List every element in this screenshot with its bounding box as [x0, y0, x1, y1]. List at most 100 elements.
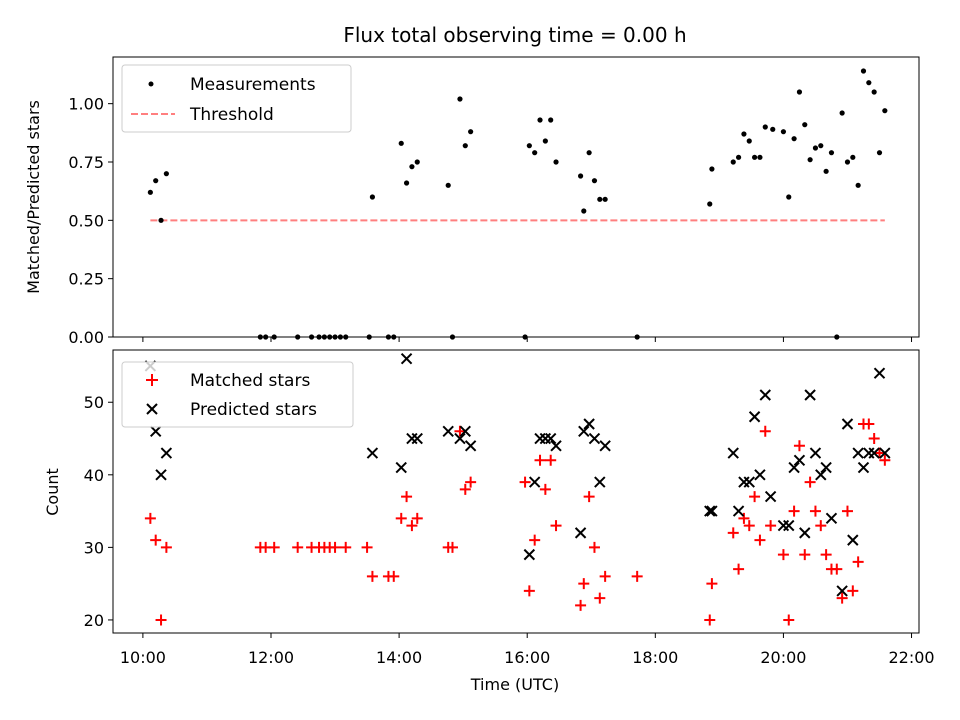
predicted-star-point: [523, 548, 536, 561]
matched-star-point: [815, 520, 827, 532]
legend-matched-marker: [146, 374, 158, 386]
matched-star-point: [366, 570, 378, 582]
matched-star-point: [727, 527, 739, 539]
matched-star-point: [465, 476, 477, 488]
measurement-point: [532, 150, 538, 156]
measurement-point: [866, 80, 872, 86]
matched-star-point: [578, 578, 590, 590]
measurement-point: [876, 150, 883, 156]
matched-star-point: [523, 585, 535, 597]
predicted-star-point: [868, 447, 880, 459]
bottom-plot-frame: [112, 349, 920, 634]
measurement-point: [468, 129, 474, 135]
matched-star-point: [588, 541, 600, 553]
bottom-y-tick-label: 20: [84, 611, 104, 630]
predicted-star-point: [820, 461, 832, 474]
predicted-star-point: [847, 534, 859, 546]
x-tick-label: 20:00: [760, 648, 806, 667]
measurement-point: [462, 143, 468, 149]
matched-star-point: [446, 541, 458, 553]
matched-star-point: [529, 534, 541, 546]
predicted-star-point: [863, 447, 875, 459]
matched-star-point: [329, 541, 341, 553]
measurement-point: [828, 150, 835, 156]
matched-star-point: [738, 512, 750, 524]
measurement-point: [812, 145, 819, 151]
matched-star-point: [155, 614, 167, 626]
predicted-star-point: [788, 461, 800, 474]
predicted-star-point: [395, 461, 407, 474]
legend-measurements-marker: [148, 81, 154, 87]
matched-star-point: [388, 570, 400, 582]
bottom-legend: Matched stars Predicted stars: [121, 361, 354, 428]
x-tick-label: 22:00: [888, 648, 934, 667]
x-tick-label: 10:00: [120, 648, 166, 667]
predicted-star-point: [149, 425, 162, 437]
matched-star-point: [706, 578, 718, 590]
matched-star-point: [836, 592, 848, 604]
top-y-tick-label: 0.00: [68, 328, 104, 347]
measurement-point: [780, 129, 787, 135]
predicted-star-point: [836, 585, 848, 597]
legend-threshold-label: Threshold: [189, 105, 274, 125]
top-legend-box: [121, 64, 352, 133]
chart-title: Flux total observing time = 0.00 h: [343, 23, 686, 47]
predicted-star-point: [459, 425, 471, 437]
measurement-point: [818, 143, 824, 149]
predicted-star-point: [454, 432, 466, 445]
matched-star-point: [361, 541, 373, 553]
measurement-point: [735, 154, 742, 160]
predicted-star-point: [366, 447, 379, 459]
measurement-point: [786, 194, 792, 200]
x-tick-label: 16:00: [504, 648, 550, 667]
predicted-star-point: [583, 418, 595, 430]
legend-matched-label: Matched stars: [190, 371, 310, 391]
measurement-point: [762, 124, 768, 130]
measurement-point: [369, 194, 376, 200]
measurement-point: [537, 117, 543, 123]
predicted-star-point: [704, 505, 716, 517]
measurement-point: [730, 159, 736, 165]
predicted-star-point: [588, 432, 601, 445]
matched-star-point: [863, 418, 875, 430]
measurement-point: [709, 166, 715, 172]
bottom-y-axis-label: Count: [43, 468, 62, 516]
measurement-point: [457, 96, 463, 102]
matched-star-point: [754, 534, 766, 546]
matched-star-point: [799, 549, 811, 561]
matched-star-point: [268, 541, 280, 553]
matched-star-point: [340, 541, 352, 553]
legend-predicted-marker: [146, 403, 158, 415]
predicted-star-point: [406, 432, 418, 445]
measurement-point: [586, 150, 592, 156]
matched-star-point: [150, 534, 162, 546]
matched-star-point: [809, 505, 821, 517]
predicted-star-point: [738, 476, 750, 488]
matched-star-point: [599, 570, 611, 582]
predicted-star-point: [732, 505, 745, 517]
matched-star-point: [545, 454, 557, 466]
matched-star-point: [519, 476, 531, 488]
matched-star-point: [783, 614, 795, 626]
measurement-point: [548, 117, 554, 123]
predicted-star-point: [528, 476, 541, 488]
top-y-axis-label: Matched/Predicted stars: [24, 100, 43, 294]
measurement-point: [147, 189, 153, 195]
predicted-star-point: [550, 440, 562, 452]
measurement-point: [597, 196, 603, 202]
measurement-point: [526, 143, 532, 149]
predicted-star-point: [727, 447, 739, 459]
bottom-plot-panel: 20 30 40 50 10:00 12:00 14:00 16:00 18:00 20:00 2…: [43, 349, 935, 694]
predicted-star-point: [544, 432, 557, 445]
measurement-point: [807, 157, 813, 163]
matched-star-point: [743, 520, 755, 532]
measurement-point: [581, 208, 587, 214]
bottom-legend-box: [121, 361, 354, 428]
matched-star-point: [765, 520, 777, 532]
x-tick-label: 14:00: [376, 648, 422, 667]
legend-predicted-label: Predicted stars: [190, 400, 317, 420]
matched-star-point: [868, 433, 880, 445]
measurement-point: [860, 68, 867, 74]
predicted-star-point: [539, 432, 552, 445]
